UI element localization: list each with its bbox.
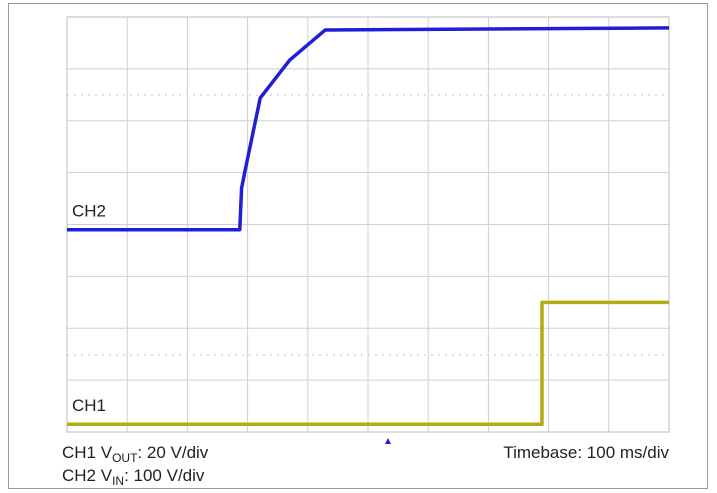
- annotation-part: : 20 V/div: [137, 443, 208, 462]
- grid: [67, 17, 669, 432]
- annotation-part: : 100 V/div: [124, 466, 205, 485]
- trace: [67, 300, 669, 426]
- plot-border: [66, 16, 670, 433]
- trace-label: CH1: [72, 396, 106, 415]
- trace: [67, 26, 670, 232]
- annotation-part: OUT: [112, 451, 138, 465]
- frame: [8, 3, 708, 489]
- trigger-marker: [385, 438, 391, 444]
- trace-label: CH2: [72, 202, 106, 221]
- annotation: CH2 VIN: 100 V/div: [62, 466, 205, 488]
- annotation-part: CH1 V: [62, 443, 113, 462]
- annotation-part: Timebase: 100 ms/div: [503, 443, 669, 462]
- annotation: Timebase: 100 ms/div: [503, 443, 669, 462]
- annotation: CH1 VOUT: 20 V/div: [62, 443, 209, 465]
- annotation-part: CH2 V: [62, 466, 113, 485]
- annotation-part: IN: [112, 474, 124, 488]
